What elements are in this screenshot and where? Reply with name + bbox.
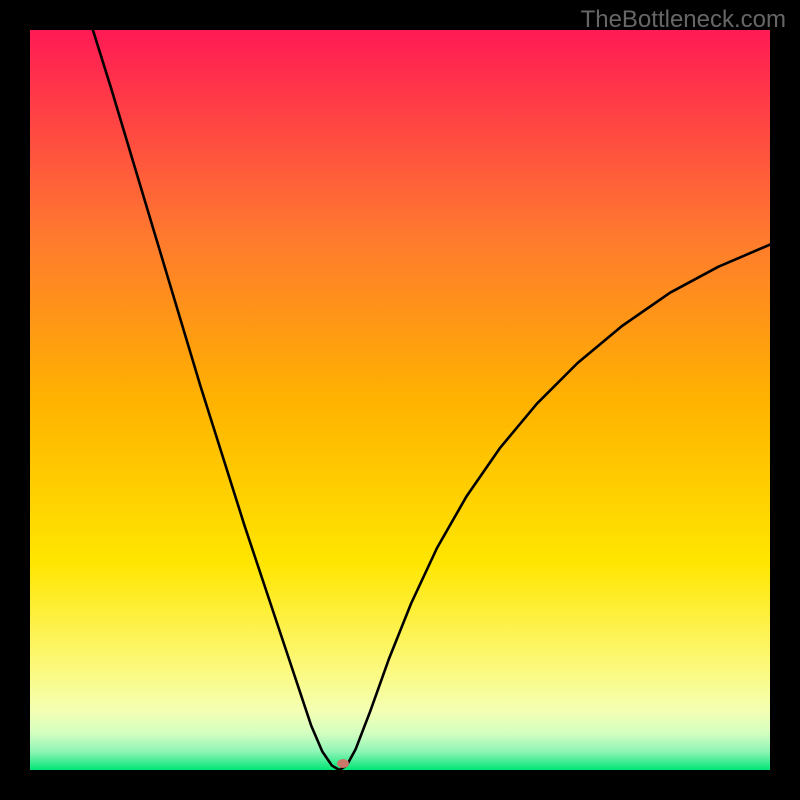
- chart-plot-area: [30, 30, 770, 770]
- curve-path: [93, 30, 770, 770]
- minimum-marker-icon: [337, 759, 349, 768]
- watermark-text: TheBottleneck.com: [581, 6, 786, 34]
- bottleneck-curve: [30, 30, 770, 770]
